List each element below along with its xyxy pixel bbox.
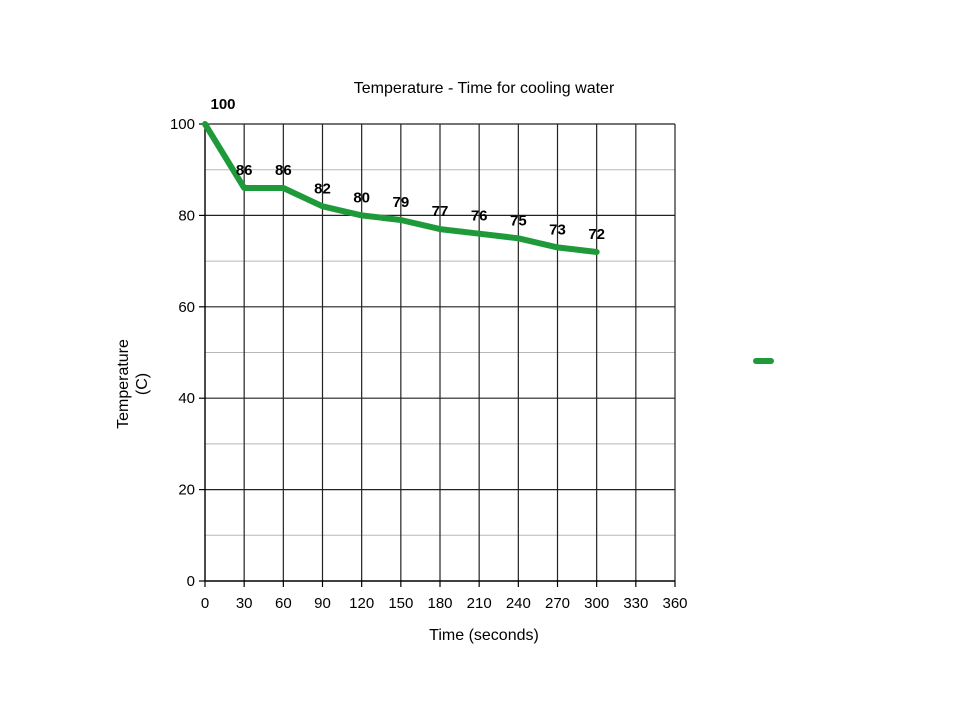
data-label: 76 [471, 208, 488, 225]
x-tick-label: 360 [662, 595, 687, 612]
data-label: 73 [549, 221, 566, 238]
x-tick-label: 0 [201, 595, 209, 612]
x-tick-label: 120 [349, 595, 374, 612]
series-group [202, 121, 600, 255]
data-label: 86 [275, 162, 292, 179]
data-label: 72 [588, 226, 605, 243]
x-tick-label: 240 [506, 595, 531, 612]
y-axis-label-line-1: Temperature [115, 339, 132, 429]
major-grid [205, 123, 676, 581]
x-tick-label: 180 [427, 595, 452, 612]
y-tick-label: 80 [178, 207, 195, 224]
x-tick-label: 60 [275, 595, 292, 612]
data-label: 86 [236, 162, 253, 179]
y-tick-label: 40 [178, 390, 195, 407]
x-axis-label: Time (seconds) [429, 627, 539, 644]
x-tick-labels: 0 30 60 90 120 150 180 210 240 270 300 330 360 [201, 595, 688, 612]
data-label: 79 [392, 194, 409, 211]
data-label: 100 [210, 96, 235, 113]
y-axis-label: Temperature (C) [115, 339, 151, 429]
x-tick-label: 30 [236, 595, 253, 612]
data-label: 77 [432, 203, 449, 220]
x-tick-label: 300 [584, 595, 609, 612]
series-line [202, 121, 600, 255]
chart-title: Temperature - Time for cooling water [354, 80, 615, 97]
data-labels: 100 86 86 82 80 79 77 76 75 73 72 [210, 96, 605, 243]
y-axis-label-line-2: (C) [134, 373, 151, 395]
y-tick-labels: 0 20 40 60 80 100 [170, 116, 195, 590]
y-tick-label: 20 [178, 482, 195, 499]
data-label: 80 [353, 189, 370, 206]
data-label: 75 [510, 212, 527, 229]
x-tick-label: 270 [545, 595, 570, 612]
x-tick-label: 150 [388, 595, 413, 612]
x-tick-label: 330 [623, 595, 648, 612]
y-tick-label: 0 [187, 573, 195, 590]
y-tick-label: 60 [178, 299, 195, 316]
axes [199, 123, 676, 587]
x-tick-label: 90 [314, 595, 331, 612]
y-tick-label: 100 [170, 116, 195, 133]
x-tick-label: 210 [467, 595, 492, 612]
data-label: 82 [314, 180, 331, 197]
